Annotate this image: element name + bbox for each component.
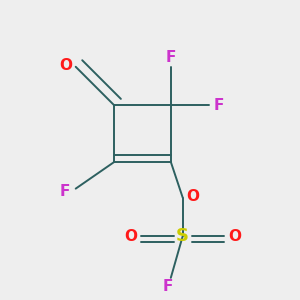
Text: F: F [163, 279, 173, 294]
Text: F: F [60, 184, 70, 199]
Text: O: O [124, 229, 137, 244]
Text: F: F [166, 50, 176, 65]
Text: O: O [187, 189, 200, 204]
Text: O: O [228, 229, 241, 244]
Text: F: F [213, 98, 224, 113]
Text: S: S [176, 227, 189, 245]
Text: O: O [59, 58, 72, 73]
